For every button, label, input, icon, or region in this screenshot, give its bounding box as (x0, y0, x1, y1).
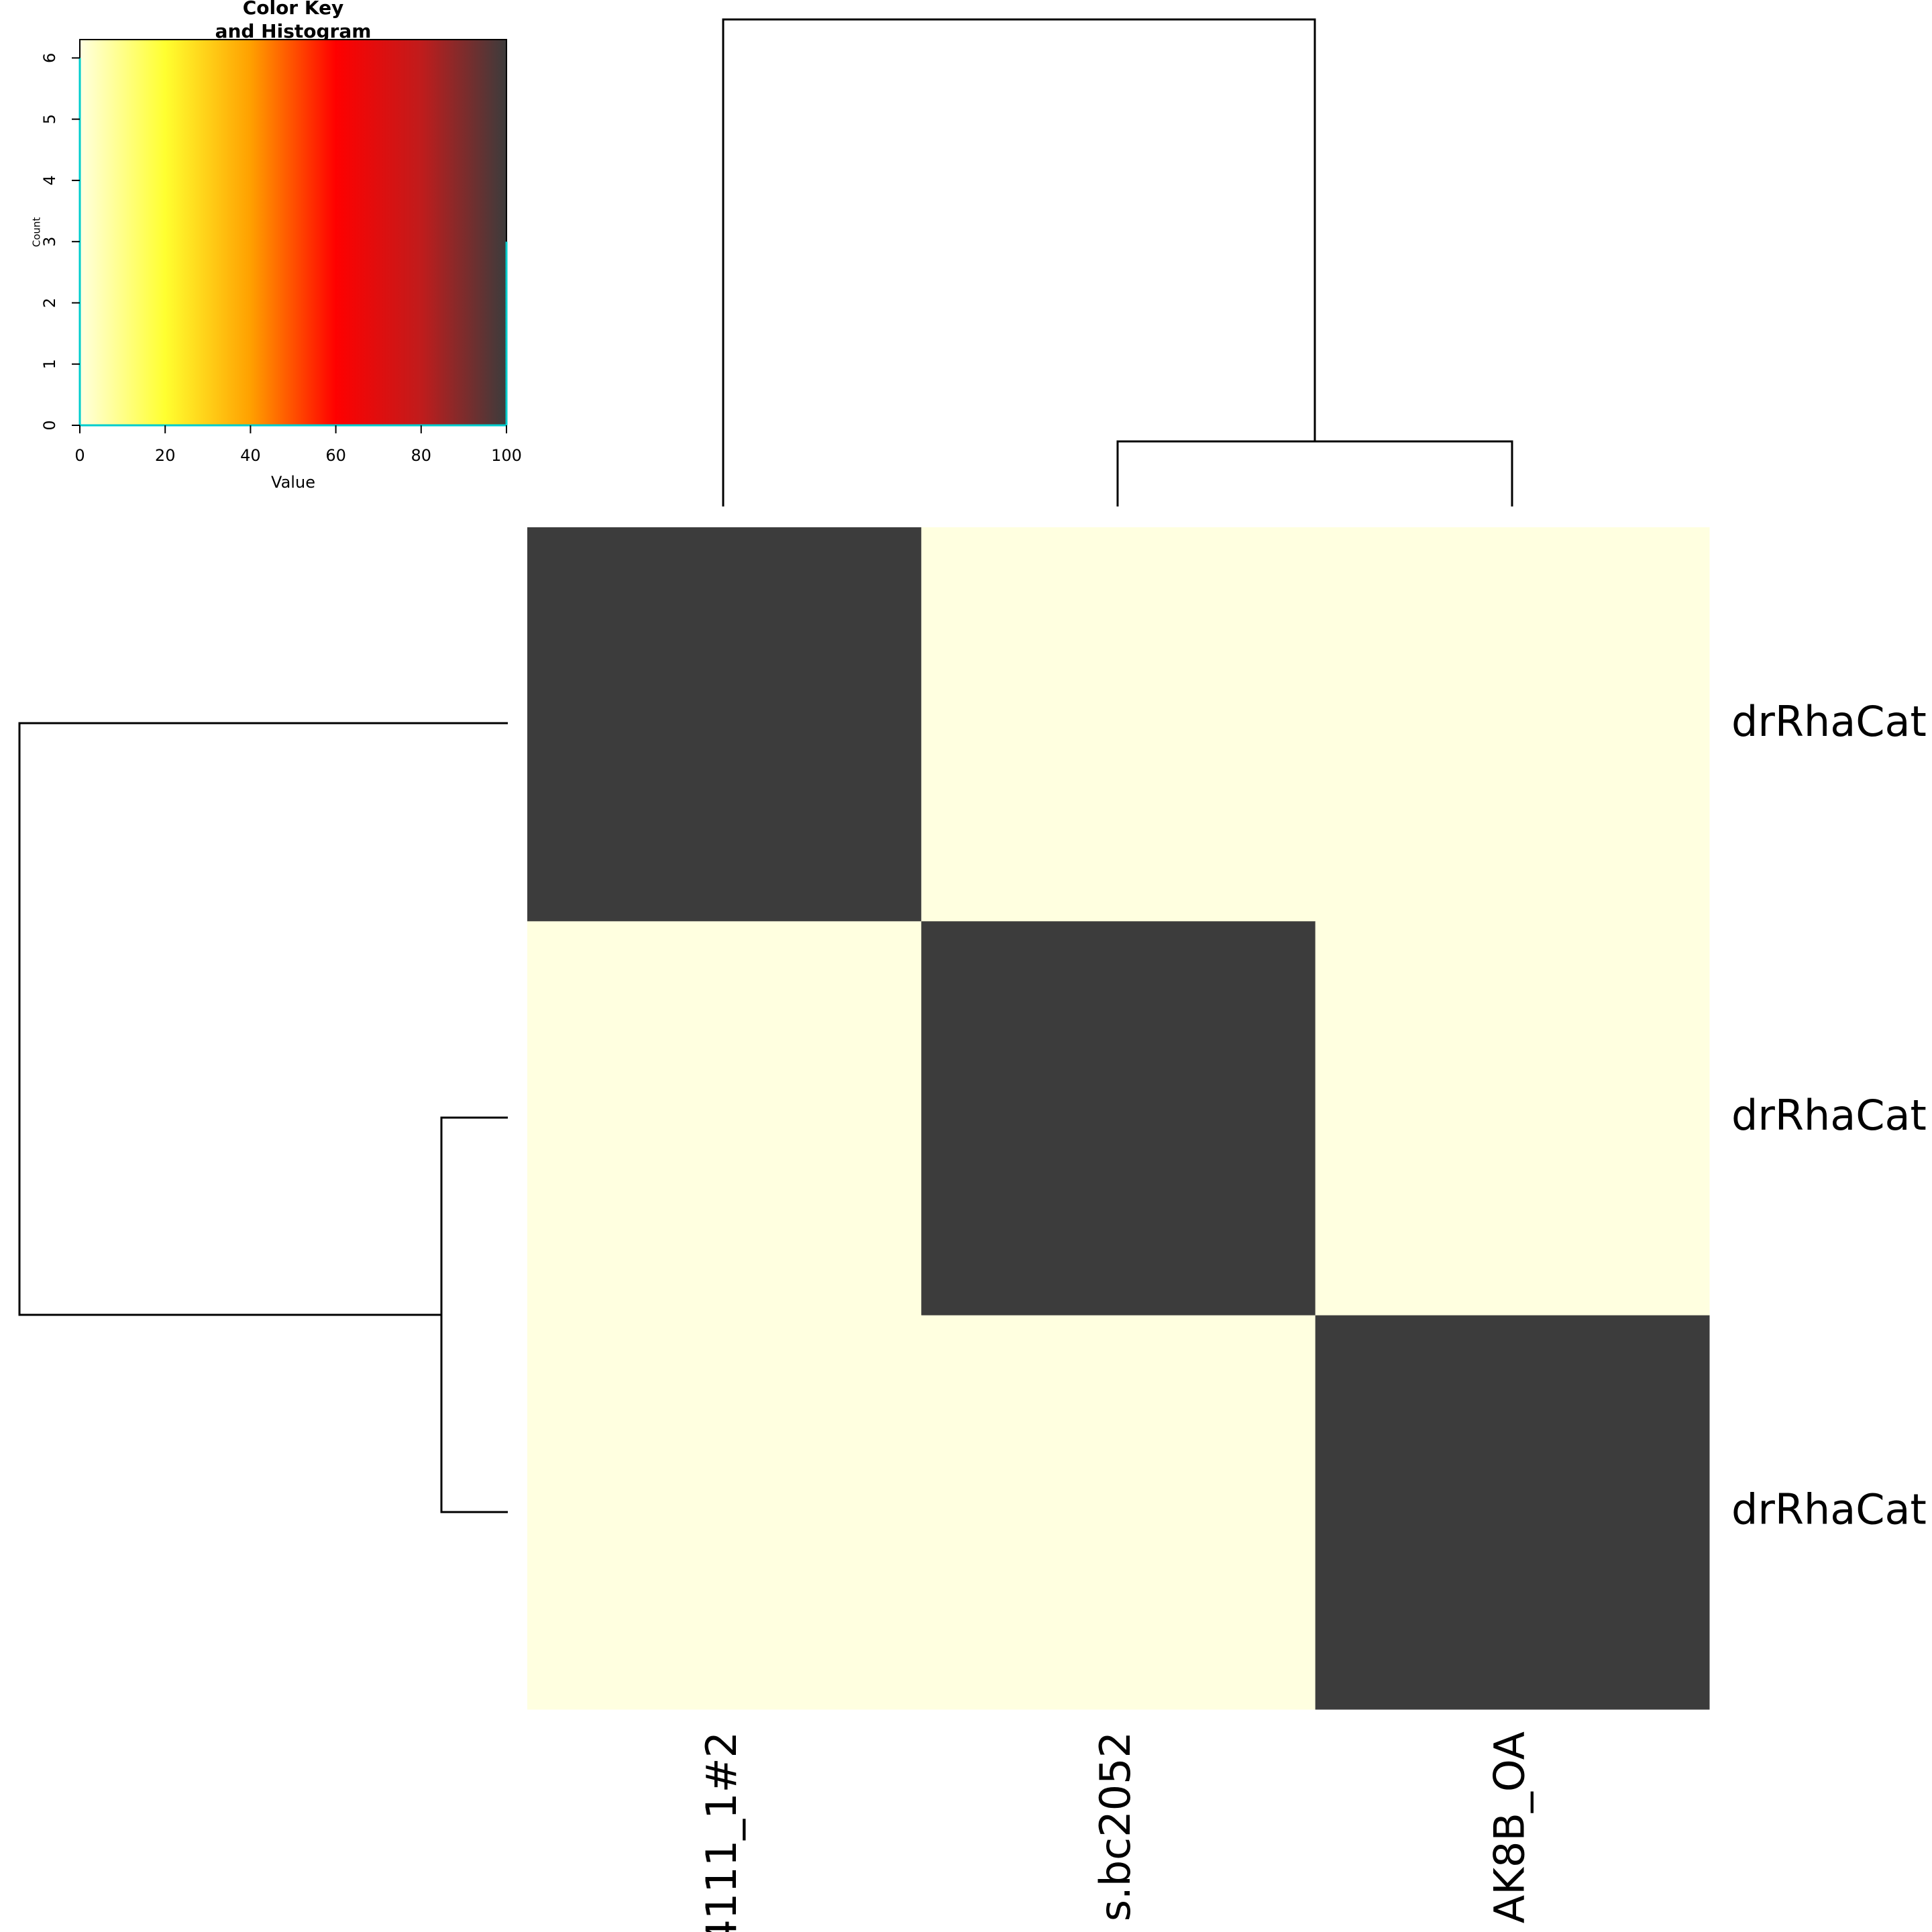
heatmap-cell (921, 1315, 1316, 1710)
key-y-label: Count (31, 217, 43, 248)
row-dendrogram (18, 722, 508, 1513)
color-key (79, 39, 507, 426)
y-tick-label: 1 (40, 359, 59, 369)
dendrogram-branch (18, 722, 508, 1316)
key-title: and Histogram (215, 20, 372, 42)
y-tick-label: 3 (40, 237, 59, 247)
column-label: 4111_1#2 (697, 1731, 746, 1932)
row-label: drRhaCat (1731, 1091, 1927, 1140)
x-tick-label: 80 (411, 446, 432, 465)
y-tick-label: 2 (40, 298, 59, 308)
column-label: s.bc2052 (1091, 1731, 1140, 1921)
key-x-label: Value (271, 473, 315, 492)
dendrogram-branch (440, 1116, 508, 1513)
dendrogram-branch (1116, 440, 1513, 506)
y-tick-label: 4 (40, 175, 59, 185)
row-label: drRhaCat (1731, 1485, 1927, 1534)
x-tick-label: 20 (155, 446, 176, 465)
column-dendrogram (722, 18, 1513, 506)
heatmap-cell (921, 921, 1316, 1316)
heatmap-cell (1315, 921, 1710, 1316)
y-tick-label: 0 (40, 420, 59, 430)
key-title: Color Key (243, 0, 344, 19)
x-tick-label: 0 (74, 446, 85, 465)
row-label: drRhaCat (1731, 697, 1927, 746)
x-tick-label: 40 (240, 446, 261, 465)
column-label: AK8B_OA (1485, 1731, 1534, 1923)
x-tick-label: 100 (491, 446, 522, 465)
heatmap-cell (1315, 1315, 1710, 1710)
heatmap-cell (527, 527, 922, 922)
dendrogram-branch (722, 18, 1316, 506)
heatmap-cell (921, 527, 1316, 922)
heatmap-cell (1315, 527, 1710, 922)
y-tick-label: 6 (40, 53, 59, 63)
y-tick-label: 5 (40, 114, 59, 124)
x-tick-label: 60 (325, 446, 346, 465)
heatmap-cell (527, 921, 922, 1316)
heatmap-cell (527, 1315, 922, 1710)
